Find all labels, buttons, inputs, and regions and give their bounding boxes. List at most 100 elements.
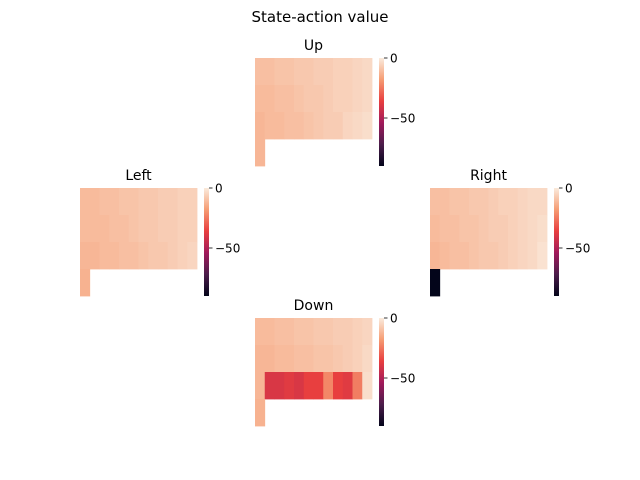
- heatmap-cell: [323, 85, 334, 113]
- heatmap-cell: [284, 318, 295, 346]
- heatmap-cell: [187, 188, 198, 216]
- heatmap-cell: [128, 215, 139, 243]
- heatmap-cell: [255, 58, 266, 86]
- heatmap-cell: [313, 112, 324, 140]
- heatmap-cell: [264, 58, 275, 86]
- colorbar-tick-label: −50: [565, 242, 590, 256]
- heatmap-cell: [313, 58, 324, 86]
- heatmap-cell: [284, 58, 295, 86]
- heatmap-cell: [362, 85, 373, 113]
- heatmap-cell: [294, 58, 305, 86]
- heatmap-cell: [323, 58, 334, 86]
- heatmap-cell: [303, 112, 314, 140]
- heatmap-cell: [323, 112, 334, 140]
- panel-title: Left: [125, 168, 152, 184]
- heatmap-cell: [517, 215, 528, 243]
- heatmap-cell: [342, 345, 353, 373]
- panel-title: Up: [304, 38, 323, 54]
- heatmap-cell: [284, 85, 295, 113]
- heatmap-cell: [274, 345, 285, 373]
- panel-down: Down 0 −50: [255, 298, 415, 427]
- panel-right: Right 0 −50: [430, 168, 590, 297]
- heatmap-cell: [323, 318, 334, 346]
- heatmap-cell: [284, 372, 295, 400]
- colorbar: [554, 188, 559, 296]
- heatmap-cell: [80, 215, 91, 243]
- heatmap-cell: [274, 372, 285, 400]
- colorbar-tick-label: −50: [390, 112, 415, 126]
- heatmap-cell: [119, 188, 130, 216]
- heatmap-cell: [255, 345, 266, 373]
- colorbar-tick-label: 0: [215, 182, 223, 196]
- heatmap-cell: [119, 242, 130, 270]
- heatmap-cell: [342, 112, 353, 140]
- heatmap-cell: [264, 372, 275, 400]
- heatmap-cell: [362, 345, 373, 373]
- heatmap-cell: [323, 345, 334, 373]
- heatmap-cell: [537, 242, 548, 270]
- heatmap-cell: [362, 58, 373, 86]
- heatmap-cell: [342, 58, 353, 86]
- heatmap-cell: [333, 85, 344, 113]
- heatmap-cell: [352, 318, 363, 346]
- heatmap-cell: [158, 215, 169, 243]
- panel-title: Right: [470, 168, 507, 184]
- heatmap-cell: [469, 215, 480, 243]
- heatmap-cell: [478, 242, 489, 270]
- heatmap-cell: [80, 188, 91, 216]
- colorbar-tick-label: 0: [565, 182, 573, 196]
- heatmap-cell: [352, 85, 363, 113]
- heatmap-cell: [362, 112, 373, 140]
- heatmap-cell: [177, 215, 188, 243]
- heatmap-cell: [333, 318, 344, 346]
- heatmap-cell: [488, 242, 499, 270]
- heatmap-cell: [459, 188, 470, 216]
- heatmap-cell: [352, 112, 363, 140]
- heatmap-cell: [352, 372, 363, 400]
- heatmap-cell: [342, 318, 353, 346]
- heatmap-cell: [352, 58, 363, 86]
- heatmap-cell: [362, 372, 373, 400]
- heatmap-cell: [323, 372, 334, 400]
- heatmap-cell: [274, 85, 285, 113]
- heatmap-cell: [352, 345, 363, 373]
- heatmap-cell: [527, 242, 538, 270]
- heatmap-cell: [469, 188, 480, 216]
- heatmap-cell: [430, 215, 441, 243]
- heatmap-cell: [128, 188, 139, 216]
- heatmap-cell: [255, 112, 266, 140]
- heatmap-cell: [313, 345, 324, 373]
- heatmap-cell: [517, 242, 528, 270]
- heatmap-cell: [89, 242, 100, 270]
- heatmap-cell: [488, 188, 499, 216]
- heatmap-cell: [274, 112, 285, 140]
- heatmap-cell: [303, 85, 314, 113]
- colorbar: [379, 58, 384, 166]
- heatmap-cell: [274, 58, 285, 86]
- heatmap-cell: [294, 85, 305, 113]
- heatmap-cell: [527, 188, 538, 216]
- heatmap-cell: [294, 112, 305, 140]
- heatmap-cell: [313, 85, 324, 113]
- heatmap-cell: [99, 188, 110, 216]
- colorbar-tick-label: 0: [390, 52, 398, 66]
- heatmap-cell: [158, 242, 169, 270]
- heatmap-cell: [508, 242, 519, 270]
- heatmap-cell: [284, 345, 295, 373]
- heatmap-cell: [430, 188, 441, 216]
- heatmap-cell: [264, 112, 275, 140]
- heatmap-cell: [255, 318, 266, 346]
- heatmap-cell: [109, 242, 120, 270]
- heatmap-cell: [187, 242, 198, 270]
- heatmap-cell: [148, 215, 159, 243]
- colorbar-tick-label: −50: [390, 372, 415, 386]
- heatmap-cell: [255, 399, 266, 427]
- colorbar-tick-label: 0: [390, 312, 398, 326]
- heatmap-cell: [459, 215, 470, 243]
- heatmap-cell: [498, 215, 509, 243]
- heatmap-cell: [517, 188, 528, 216]
- heatmap-cell: [508, 188, 519, 216]
- heatmap-cell: [303, 58, 314, 86]
- heatmap-cell: [167, 242, 178, 270]
